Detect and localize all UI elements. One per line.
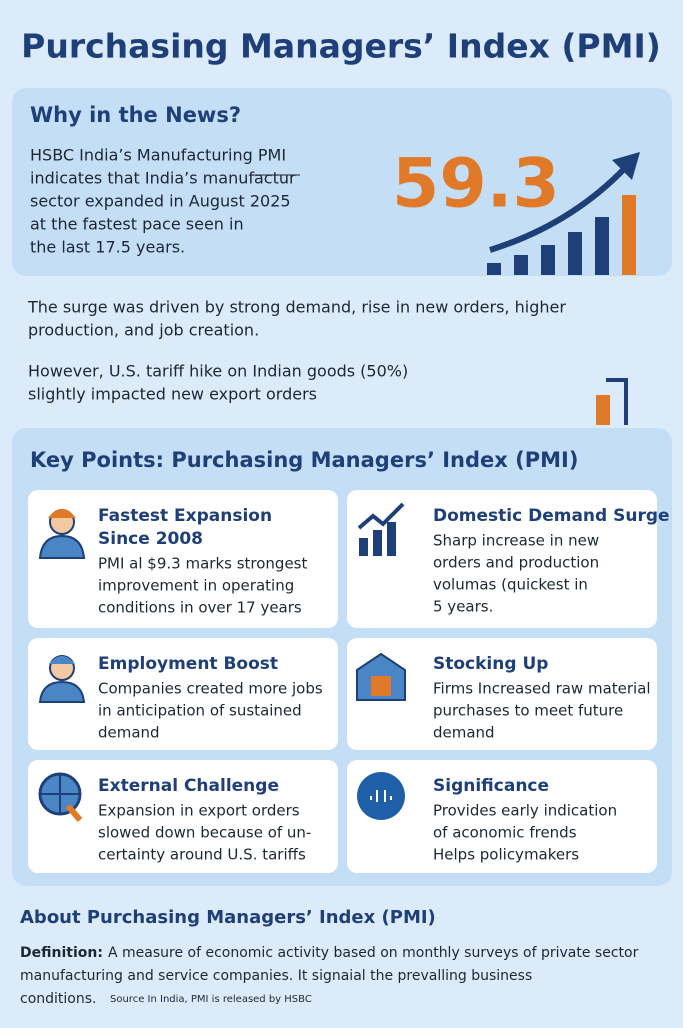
icon-part — [371, 676, 391, 696]
card — [347, 760, 657, 873]
news-text: at the fastest pace seen in — [30, 215, 244, 234]
card-text: improvement in operating — [98, 577, 294, 595]
card-title: Stocking Up — [433, 654, 548, 674]
paragraph-text: However, U.S. tariff hike on Indian good… — [28, 362, 408, 381]
card-title: Since 2008 — [98, 529, 203, 549]
icon-part — [357, 502, 405, 530]
paragraph-text: production, and job creation. — [28, 321, 259, 340]
news-figure: 59.3 — [392, 145, 560, 224]
card-text: of aconomic frends — [433, 824, 577, 842]
news-text: HSBC India’s Manufacturing PMI — [30, 146, 286, 165]
card-title: External Challenge — [98, 776, 279, 796]
card-text: Companies created more jobs — [98, 680, 323, 698]
card — [347, 490, 657, 628]
card-text: demand — [433, 724, 495, 742]
card-text: Firms Increased raw material — [433, 680, 651, 698]
news-box — [12, 88, 672, 276]
card-title: Fastest Expansion — [98, 506, 272, 526]
card-text: certainty around U.S. tariffs — [98, 846, 306, 864]
card-title: Domestic Demand Surge — [433, 506, 670, 526]
news-text: indicates that India’s manufactur — [30, 169, 296, 188]
card-text: 5 years. — [433, 598, 493, 616]
paragraph-text: The surge was driven by strong demand, r… — [27, 298, 566, 317]
icon-part — [65, 804, 83, 822]
small-bar-icon — [596, 395, 610, 425]
card-text: Provides early indication — [433, 802, 617, 820]
icon-part — [38, 534, 86, 559]
card-text: slowed down because of un- — [98, 824, 311, 842]
title: Purchasing Managers’ Index (PMI) — [21, 27, 661, 66]
definition-text: A measure of economic activity based on … — [108, 945, 639, 961]
card — [28, 490, 338, 628]
about-heading: About Purchasing Managers’ Index (PMI) — [20, 907, 436, 928]
key-points-heading: Key Points: Purchasing Managers’ Index (… — [30, 448, 578, 472]
definition-text: conditions. — [20, 991, 96, 1007]
small-bar-icon — [606, 378, 628, 425]
icon-part — [38, 680, 86, 703]
card-text: Sharp increase in new — [433, 532, 599, 550]
card-text: PMI al $9.3 marks strongest — [98, 555, 307, 573]
card-icon — [38, 509, 86, 559]
card-text: volumas (quickest in — [433, 576, 588, 594]
card-text: Expansion in export orders — [98, 802, 300, 820]
paragraph-text: slightly impacted new export orders — [28, 385, 317, 404]
icon-part — [40, 774, 80, 814]
card — [28, 760, 338, 873]
card-text: orders and production — [433, 554, 599, 572]
card-title: Employment Boost — [98, 654, 278, 674]
card — [28, 638, 338, 750]
card-icon — [356, 652, 406, 701]
card-icon — [357, 772, 405, 820]
icon-part — [373, 530, 382, 556]
definition-label: Definition: — [20, 945, 103, 961]
icon-part — [359, 538, 368, 556]
card — [347, 638, 657, 750]
news-text: sector expanded in August 2025 — [30, 192, 291, 211]
card-text: in anticipation of sustained — [98, 702, 302, 720]
icon-part — [370, 790, 392, 802]
card-icon — [38, 655, 86, 703]
card-text: purchases to meet future — [433, 702, 623, 720]
icon-part — [387, 522, 396, 556]
definition-text: manufacturing and service companies. It … — [20, 968, 532, 984]
growth-chart-icon — [487, 152, 640, 275]
card-text: demand — [98, 724, 160, 742]
card-icon — [357, 502, 405, 556]
source: Source In India, PMI is released by HSBC — [110, 994, 312, 1005]
icon-part — [357, 772, 405, 820]
card-text: conditions in over 17 years — [98, 599, 302, 617]
card-text: Helps policymakers — [433, 846, 579, 864]
news-text: the last 17.5 years. — [30, 238, 185, 257]
icon-part — [49, 656, 75, 664]
icon-part — [48, 509, 76, 518]
card-icon — [38, 772, 83, 822]
card-title: Significance — [433, 776, 549, 796]
news-heading: Why in the News? — [30, 103, 241, 127]
